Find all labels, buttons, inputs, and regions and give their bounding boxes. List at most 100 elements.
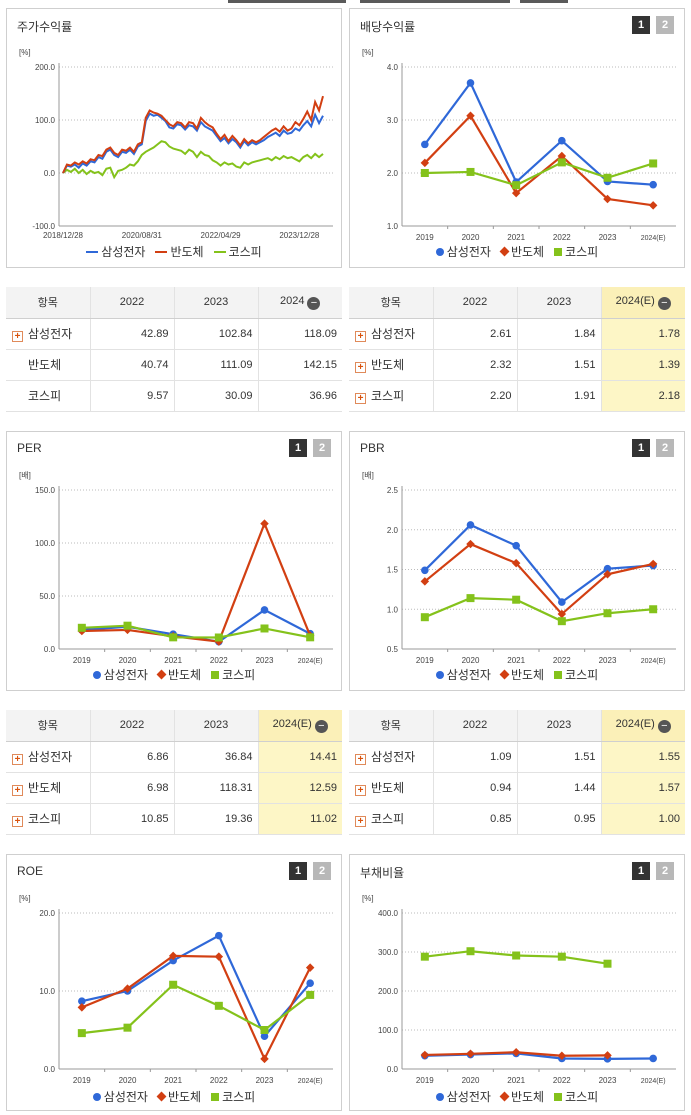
x-tick-label: 2022 (210, 1076, 228, 1085)
legend-samsung[interactable]: 삼성전자 (435, 1088, 491, 1105)
tab-2-button[interactable]: 2 (656, 862, 674, 880)
x-tick-label: 2021 (507, 233, 525, 242)
data-point-semi (511, 558, 521, 568)
y-tick-label: 300.0 (378, 948, 399, 957)
header-label: 2022 (119, 296, 145, 309)
row-name-cell: + 반도체 (6, 772, 91, 804)
tab-2-button[interactable]: 2 (656, 439, 674, 457)
stock-return-chart: [%] -100.0 0.0 100.0 200.0 2018/12/28 2020/08/… (19, 48, 333, 240)
legend-samsung[interactable]: 삼성전자 (86, 243, 145, 260)
expand-plus-icon[interactable]: + (12, 816, 23, 827)
legend-semi[interactable]: 반도체 (499, 243, 545, 260)
expand-plus-icon[interactable]: + (355, 362, 366, 373)
debt-ratio-chart: [%] 0.0 100.0 200.0 300.0 400.0 2019 2020 2021 20… (362, 894, 676, 1085)
table-header-row: 항목 2022 2023 2024(E) − (349, 710, 685, 742)
tab-2-button[interactable]: 2 (656, 16, 674, 34)
tab-1-button[interactable]: 1 (632, 862, 650, 880)
data-point-samsung (260, 606, 269, 614)
legend-samsung[interactable]: 삼성전자 (435, 243, 491, 260)
tab-1-button[interactable]: 1 (632, 16, 650, 34)
legend-kospi[interactable]: 코스피 (554, 666, 598, 683)
table-row: 코스피 9.57 30.09 36.96 (6, 380, 342, 412)
value-cell: 118.31 (174, 772, 259, 804)
legend-samsung[interactable]: 삼성전자 (92, 666, 148, 683)
tab-1-button[interactable]: 1 (632, 439, 650, 457)
legend-samsung[interactable]: 삼성전자 (92, 1088, 148, 1105)
legend-kospi[interactable]: 코스피 (211, 666, 255, 683)
x-tick-label: 2024(E) (641, 235, 666, 242)
data-point-kospi (260, 624, 269, 633)
per-table: 항목 2022 2023 2024(E) − + 삼성전자 6.86 36.84 14.41 + 반도… (6, 710, 342, 835)
chart-legend: 삼성전자 반도체 코스피 (7, 666, 341, 683)
expand-plus-icon[interactable]: + (355, 816, 366, 827)
row-name-cell: + 삼성전자 (6, 318, 91, 350)
row-name-label: 코스피 (371, 389, 405, 403)
table-row: + 반도체 6.98 118.31 12.59 (6, 772, 342, 804)
tab-1-button[interactable]: 1 (289, 862, 307, 880)
tab-2-button[interactable]: 2 (313, 862, 331, 880)
y-tick-label: 1.5 (387, 566, 399, 575)
legend-semi[interactable]: 반도체 (156, 666, 201, 683)
row-name-label: 반도체 (28, 781, 62, 795)
data-point-kospi (420, 613, 429, 622)
row-name-cell: + 삼성전자 (349, 318, 434, 350)
expand-plus-icon[interactable]: + (12, 785, 23, 796)
data-point-kospi (420, 952, 429, 961)
legend-kospi[interactable]: 코스피 (211, 1088, 255, 1105)
data-point-samsung (558, 598, 566, 606)
series-line-samsung (424, 523, 654, 604)
tab-2-button[interactable]: 2 (313, 439, 331, 457)
series-line-semi (424, 542, 654, 616)
data-point-kospi (512, 595, 521, 604)
tab-buttons: 1 2 (289, 862, 331, 880)
expand-plus-icon[interactable]: + (355, 393, 366, 404)
table-header-cell: 2024− (258, 287, 342, 319)
legend-kospi[interactable]: 코스피 (554, 1088, 598, 1105)
legend-kospi[interactable]: 코스피 (554, 243, 598, 260)
legend-label: 삼성전자 (103, 668, 148, 682)
legend-samsung[interactable]: 삼성전자 (435, 666, 491, 683)
table-row: 반도체 40.74 111.09 142.15 (6, 349, 342, 381)
x-tick-label: 2019 (73, 656, 91, 665)
legend-semi[interactable]: 반도체 (155, 243, 204, 260)
unit-label: [%] (19, 48, 31, 57)
legend-semi[interactable]: 반도체 (499, 1088, 544, 1105)
x-tick-label: 2020 (462, 1076, 480, 1085)
row-name-label: 코스피 (371, 812, 405, 826)
legend-semi[interactable]: 반도체 (156, 1088, 201, 1105)
header-label: 항목 (37, 720, 58, 733)
header-label: 2024(E) (615, 294, 655, 307)
collapse-minus-icon[interactable]: − (307, 296, 321, 310)
value-cell: 1.55 (601, 741, 685, 773)
collapse-minus-icon[interactable]: − (657, 719, 671, 733)
collapse-minus-icon[interactable]: − (314, 719, 328, 733)
expand-plus-icon[interactable]: + (12, 331, 23, 342)
value-cell: 12.59 (258, 772, 342, 804)
per-panel: PER 1 2 [배] 0.0 50.0 100.0 150.0 2019 2020 2021… (6, 431, 342, 691)
x-tick-label: 2022 (553, 233, 571, 242)
value-cell: 11.02 (258, 803, 342, 835)
y-tick-label: 1.0 (387, 605, 399, 614)
expand-plus-icon[interactable]: + (12, 754, 23, 765)
table-header-row: 항목 2022 2023 2024− (6, 287, 342, 319)
expand-plus-icon[interactable]: + (355, 754, 366, 765)
series-line-kospi (81, 624, 311, 639)
expand-plus-icon[interactable]: + (355, 785, 366, 796)
series-line-semi (81, 954, 312, 1062)
value-cell: 1.00 (601, 803, 685, 835)
expand-plus-icon[interactable]: + (355, 331, 366, 342)
roe-chart: [%] 0.0 10.0 20.0 2019 2020 2021 2022 2023 2024(E… (19, 894, 333, 1085)
legend-kospi[interactable]: 코스피 (213, 243, 262, 260)
data-point-samsung (260, 1032, 269, 1041)
legend-label: 코스피 (565, 668, 599, 682)
legend-label: 코스피 (222, 1090, 256, 1104)
legend-label: 반도체 (510, 245, 545, 259)
collapse-minus-icon[interactable]: − (657, 296, 671, 310)
top-tab-strip-right (520, 0, 568, 3)
tab-1-button[interactable]: 1 (289, 439, 307, 457)
legend-diamond-icon (499, 246, 510, 257)
legend-circle-icon (435, 247, 444, 256)
unit-label: [%] (362, 894, 374, 903)
data-point-kospi (466, 167, 475, 176)
legend-semi[interactable]: 반도체 (499, 666, 544, 683)
